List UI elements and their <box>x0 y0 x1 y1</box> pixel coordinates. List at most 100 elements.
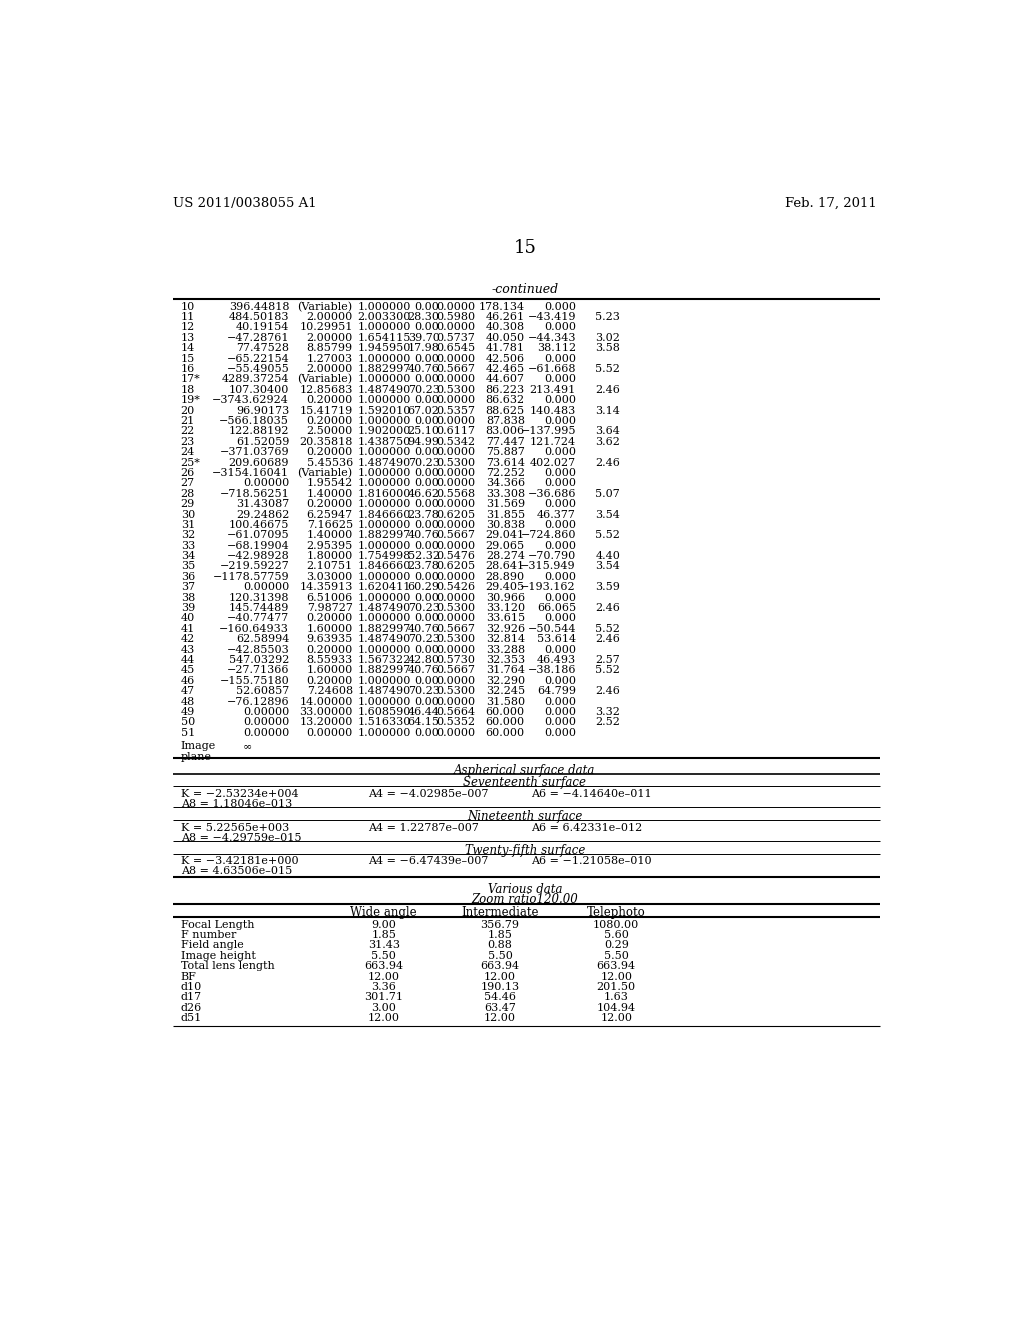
Text: 0.00: 0.00 <box>415 697 439 706</box>
Text: 0.0000: 0.0000 <box>436 302 475 312</box>
Text: 2.50000: 2.50000 <box>306 426 352 437</box>
Text: 0.00000: 0.00000 <box>243 708 289 717</box>
Text: 0.0000: 0.0000 <box>436 572 475 582</box>
Text: 0.000: 0.000 <box>544 478 575 488</box>
Text: 5.23: 5.23 <box>595 312 621 322</box>
Text: BF: BF <box>180 972 197 982</box>
Text: 0.0000: 0.0000 <box>436 593 475 603</box>
Text: 32: 32 <box>180 531 195 540</box>
Text: 1080.00: 1080.00 <box>593 920 639 929</box>
Text: 2.00000: 2.00000 <box>306 312 352 322</box>
Text: Intermediate: Intermediate <box>461 907 539 920</box>
Text: 0.5352: 0.5352 <box>436 718 475 727</box>
Text: 1.85: 1.85 <box>487 929 512 940</box>
Text: 190.13: 190.13 <box>480 982 519 991</box>
Text: 9.63935: 9.63935 <box>306 635 352 644</box>
Text: 33.00000: 33.00000 <box>299 708 352 717</box>
Text: −61.668: −61.668 <box>527 364 575 374</box>
Text: 0.000: 0.000 <box>544 644 575 655</box>
Text: 2.00000: 2.00000 <box>306 333 352 343</box>
Text: 25*: 25* <box>180 458 201 467</box>
Text: 64.799: 64.799 <box>537 686 575 696</box>
Text: 32.814: 32.814 <box>485 635 524 644</box>
Text: 0.5426: 0.5426 <box>436 582 475 593</box>
Text: 1.592010: 1.592010 <box>357 405 411 416</box>
Text: 1.882997: 1.882997 <box>357 531 411 540</box>
Text: 12.00: 12.00 <box>484 1014 516 1023</box>
Text: 1.000000: 1.000000 <box>357 322 411 333</box>
Text: 0.5342: 0.5342 <box>436 437 475 446</box>
Text: 40.76: 40.76 <box>408 624 439 634</box>
Text: 0.5357: 0.5357 <box>436 405 475 416</box>
Text: 86.223: 86.223 <box>485 385 524 395</box>
Text: 41: 41 <box>180 624 195 634</box>
Text: 87.838: 87.838 <box>485 416 524 426</box>
Text: 0.0000: 0.0000 <box>436 322 475 333</box>
Text: −61.07095: −61.07095 <box>226 531 289 540</box>
Text: 5.60: 5.60 <box>604 929 629 940</box>
Text: −724.860: −724.860 <box>520 531 575 540</box>
Text: 663.94: 663.94 <box>365 961 403 972</box>
Text: 484.50183: 484.50183 <box>228 312 289 322</box>
Text: 0.000: 0.000 <box>544 354 575 363</box>
Text: 2.46: 2.46 <box>595 458 621 467</box>
Text: 38.112: 38.112 <box>537 343 575 354</box>
Text: 1.85: 1.85 <box>372 929 396 940</box>
Text: 5.50: 5.50 <box>372 950 396 961</box>
Text: 2.46: 2.46 <box>595 385 621 395</box>
Text: 1.60000: 1.60000 <box>306 624 352 634</box>
Text: 1.000000: 1.000000 <box>357 572 411 582</box>
Text: 0.5664: 0.5664 <box>436 708 475 717</box>
Text: 23: 23 <box>180 437 195 446</box>
Text: A6 = −1.21058e–010: A6 = −1.21058e–010 <box>531 857 651 866</box>
Text: 25.10: 25.10 <box>408 426 439 437</box>
Text: 0.5300: 0.5300 <box>436 603 475 612</box>
Text: 0.00000: 0.00000 <box>243 727 289 738</box>
Text: 23.78: 23.78 <box>408 510 439 520</box>
Text: Aspherical surface data: Aspherical surface data <box>454 764 596 777</box>
Text: 1.846660: 1.846660 <box>357 561 411 572</box>
Text: 0.29: 0.29 <box>604 940 629 950</box>
Text: −371.03769: −371.03769 <box>219 447 289 457</box>
Text: Feb. 17, 2011: Feb. 17, 2011 <box>785 197 877 210</box>
Text: 1.95542: 1.95542 <box>306 478 352 488</box>
Text: 1.487490: 1.487490 <box>357 686 411 696</box>
Text: 0.5300: 0.5300 <box>436 458 475 467</box>
Text: 0.6205: 0.6205 <box>436 510 475 520</box>
Text: 30.966: 30.966 <box>485 593 524 603</box>
Text: 1.516330: 1.516330 <box>357 718 411 727</box>
Text: 70.23: 70.23 <box>408 603 439 612</box>
Text: 3.32: 3.32 <box>595 708 621 717</box>
Text: 7.16625: 7.16625 <box>306 520 352 529</box>
Text: 0.000: 0.000 <box>544 697 575 706</box>
Text: 120.31398: 120.31398 <box>228 593 289 603</box>
Text: 7.98727: 7.98727 <box>307 603 352 612</box>
Text: 1.000000: 1.000000 <box>357 447 411 457</box>
Text: 61.52059: 61.52059 <box>236 437 289 446</box>
Text: 0.000: 0.000 <box>544 302 575 312</box>
Text: 77.447: 77.447 <box>486 437 524 446</box>
Text: A4 = 1.22787e–007: A4 = 1.22787e–007 <box>369 822 479 833</box>
Text: 31: 31 <box>180 520 195 529</box>
Text: 1.882997: 1.882997 <box>357 665 411 676</box>
Text: A6 = −4.14640e–011: A6 = −4.14640e–011 <box>531 788 651 799</box>
Text: 1.487490: 1.487490 <box>357 635 411 644</box>
Text: 62.58994: 62.58994 <box>236 635 289 644</box>
Text: 15: 15 <box>180 354 195 363</box>
Text: 48: 48 <box>180 697 195 706</box>
Text: 0.5980: 0.5980 <box>436 312 475 322</box>
Text: 663.94: 663.94 <box>480 961 519 972</box>
Text: 29.041: 29.041 <box>485 531 524 540</box>
Text: 356.79: 356.79 <box>480 920 519 929</box>
Text: 100.46675: 100.46675 <box>228 520 289 529</box>
Text: 15: 15 <box>513 239 537 257</box>
Text: −1178.57759: −1178.57759 <box>213 572 289 582</box>
Text: A8 = 4.63506e–015: A8 = 4.63506e–015 <box>180 866 292 876</box>
Text: 0.000: 0.000 <box>544 593 575 603</box>
Text: 0.00: 0.00 <box>415 520 439 529</box>
Text: 28.890: 28.890 <box>485 572 524 582</box>
Text: 38: 38 <box>180 593 195 603</box>
Text: ∞: ∞ <box>243 742 252 751</box>
Text: (Variable): (Variable) <box>298 375 352 384</box>
Text: 0.5300: 0.5300 <box>436 686 475 696</box>
